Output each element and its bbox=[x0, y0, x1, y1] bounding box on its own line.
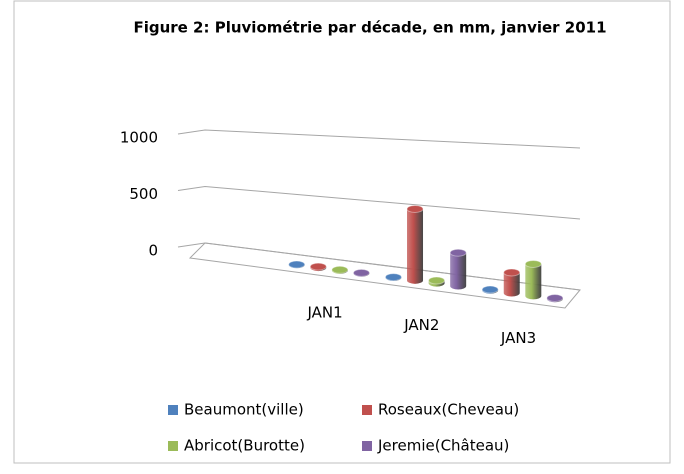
bar bbox=[428, 276, 446, 287]
grid-line bbox=[177, 185, 581, 220]
x-tick-label: JAN2 bbox=[403, 316, 439, 334]
bar-top bbox=[309, 262, 327, 271]
bar-top bbox=[481, 285, 499, 294]
chart-title: Figure 2: Pluviométrie par décade, en mm… bbox=[133, 19, 606, 37]
bar bbox=[524, 259, 542, 300]
bar bbox=[481, 285, 499, 294]
bar bbox=[503, 268, 521, 297]
y-tick-label: 1000 bbox=[120, 129, 158, 147]
grid-line bbox=[177, 129, 581, 149]
y-tick-label: 0 bbox=[148, 242, 158, 260]
legend-swatch bbox=[168, 405, 178, 415]
bar bbox=[546, 294, 564, 303]
bar-top bbox=[546, 294, 564, 303]
bar bbox=[309, 262, 327, 272]
bar bbox=[406, 204, 424, 284]
bar-top bbox=[449, 248, 467, 257]
chart-frame bbox=[13, 0, 671, 464]
bar-body bbox=[450, 252, 467, 290]
bar bbox=[449, 248, 467, 290]
bar-top bbox=[331, 265, 349, 274]
bar-top bbox=[524, 259, 542, 268]
bar-top bbox=[384, 273, 402, 282]
x-tick-label: JAN3 bbox=[500, 329, 536, 347]
legend-swatch bbox=[362, 405, 372, 415]
legend-swatch bbox=[362, 441, 372, 451]
legend-label: Beaumont(ville) bbox=[184, 401, 304, 419]
bar-body bbox=[407, 208, 424, 284]
bar-top bbox=[503, 268, 521, 277]
legend-swatch bbox=[168, 441, 178, 451]
bar-body bbox=[503, 272, 520, 297]
bar bbox=[331, 265, 349, 274]
bar-top bbox=[428, 276, 446, 285]
bar bbox=[288, 260, 306, 269]
bar-top bbox=[288, 260, 306, 269]
legend-label: Jeremie(Château) bbox=[377, 437, 509, 455]
x-tick-label: JAN1 bbox=[306, 304, 342, 322]
bar bbox=[384, 273, 402, 282]
y-tick-label: 500 bbox=[129, 185, 158, 203]
bar-top bbox=[352, 268, 370, 277]
bar bbox=[352, 268, 370, 277]
bar-top bbox=[406, 204, 424, 213]
legend-label: Roseaux(Cheveau) bbox=[378, 401, 519, 419]
bar-body bbox=[525, 263, 542, 300]
legend-label: Abricot(Burotte) bbox=[184, 437, 305, 455]
